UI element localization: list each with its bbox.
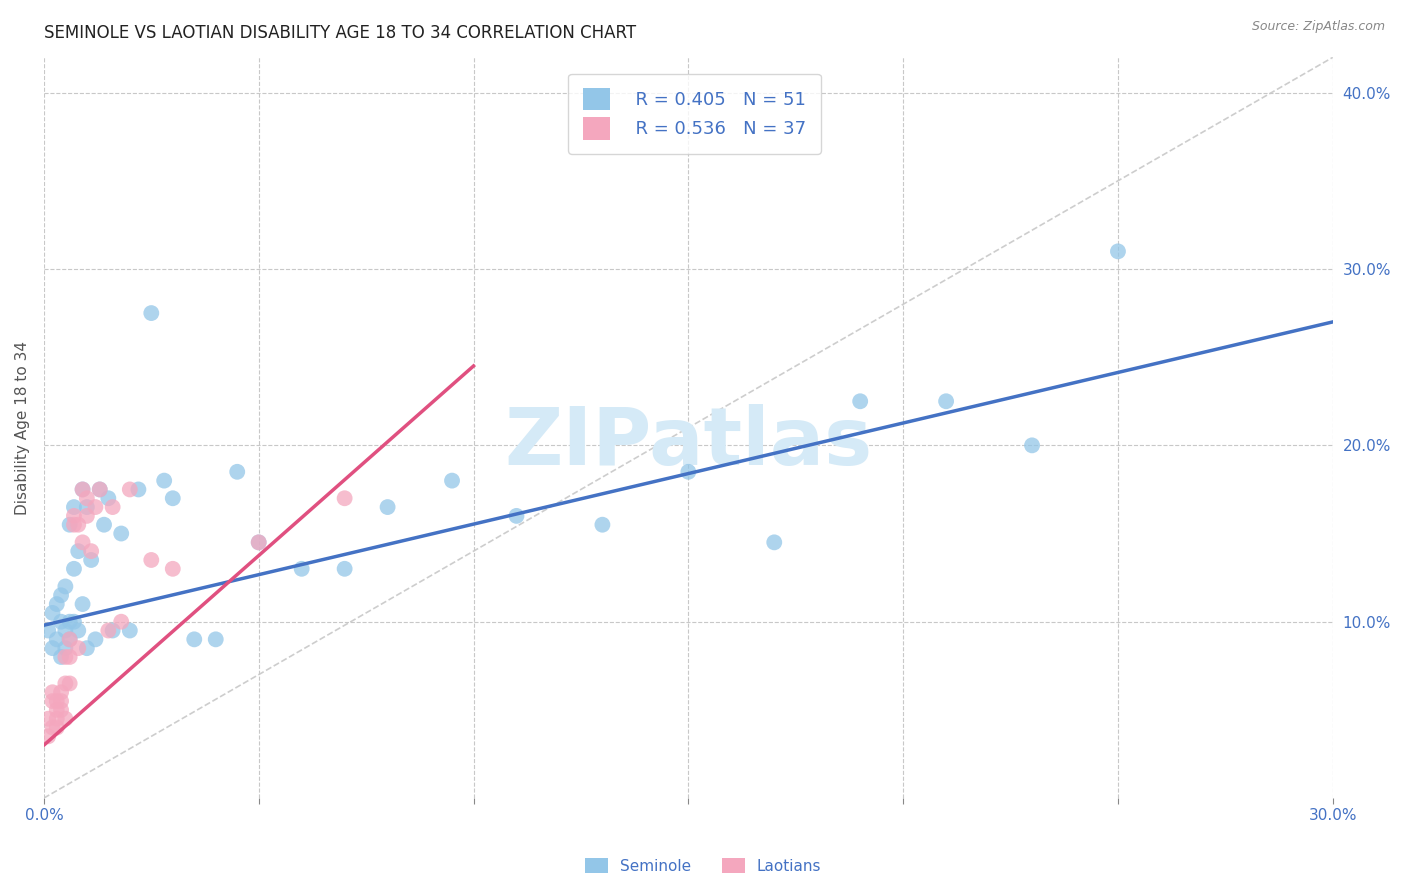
Point xyxy=(1021,438,1043,452)
Point xyxy=(53,579,76,593)
Point xyxy=(53,650,76,665)
Point xyxy=(72,597,94,611)
Point xyxy=(41,694,63,708)
Point xyxy=(80,553,103,567)
Point xyxy=(37,624,59,638)
Point xyxy=(153,474,176,488)
Point xyxy=(76,641,98,656)
Point xyxy=(377,500,399,514)
Point xyxy=(41,685,63,699)
Point xyxy=(63,508,86,523)
Point xyxy=(67,624,90,638)
Point xyxy=(1107,244,1129,259)
Point xyxy=(72,535,94,549)
Point xyxy=(101,500,124,514)
Point xyxy=(849,394,872,409)
Point xyxy=(49,615,72,629)
Point xyxy=(37,729,59,743)
Point xyxy=(41,606,63,620)
Point xyxy=(333,562,356,576)
Point xyxy=(59,632,82,647)
Point xyxy=(37,712,59,726)
Point xyxy=(45,703,67,717)
Point xyxy=(45,712,67,726)
Point xyxy=(59,517,82,532)
Point xyxy=(72,483,94,497)
Point xyxy=(141,553,163,567)
Point xyxy=(763,535,786,549)
Point xyxy=(45,694,67,708)
Point xyxy=(505,508,527,523)
Point xyxy=(59,615,82,629)
Point xyxy=(935,394,957,409)
Point xyxy=(49,588,72,602)
Legend: Seminole, Laotians: Seminole, Laotians xyxy=(579,852,827,880)
Point xyxy=(72,483,94,497)
Point xyxy=(333,491,356,506)
Point xyxy=(41,641,63,656)
Point xyxy=(49,650,72,665)
Point xyxy=(49,703,72,717)
Point xyxy=(678,465,700,479)
Point xyxy=(76,491,98,506)
Point xyxy=(45,597,67,611)
Point xyxy=(45,721,67,735)
Point xyxy=(291,562,314,576)
Point xyxy=(67,544,90,558)
Point xyxy=(45,632,67,647)
Point xyxy=(84,500,107,514)
Point xyxy=(80,544,103,558)
Point xyxy=(118,483,141,497)
Text: SEMINOLE VS LAOTIAN DISABILITY AGE 18 TO 34 CORRELATION CHART: SEMINOLE VS LAOTIAN DISABILITY AGE 18 TO… xyxy=(44,24,636,42)
Point xyxy=(59,676,82,690)
Point xyxy=(67,641,90,656)
Point xyxy=(183,632,205,647)
Point xyxy=(53,624,76,638)
Point xyxy=(49,685,72,699)
Point xyxy=(247,535,270,549)
Point xyxy=(53,641,76,656)
Point xyxy=(63,562,86,576)
Point xyxy=(53,712,76,726)
Point xyxy=(110,615,132,629)
Point xyxy=(59,632,82,647)
Point xyxy=(93,517,115,532)
Point xyxy=(59,650,82,665)
Point xyxy=(118,624,141,638)
Point xyxy=(226,465,249,479)
Point xyxy=(49,694,72,708)
Point xyxy=(67,517,90,532)
Legend:   R = 0.405   N = 51,   R = 0.536   N = 37: R = 0.405 N = 51, R = 0.536 N = 37 xyxy=(568,74,821,154)
Point xyxy=(63,517,86,532)
Point xyxy=(162,562,184,576)
Point xyxy=(89,483,111,497)
Point xyxy=(63,500,86,514)
Point xyxy=(53,676,76,690)
Point xyxy=(89,483,111,497)
Point xyxy=(591,517,613,532)
Point xyxy=(76,500,98,514)
Text: Source: ZipAtlas.com: Source: ZipAtlas.com xyxy=(1251,20,1385,33)
Point xyxy=(162,491,184,506)
Point xyxy=(110,526,132,541)
Point xyxy=(41,721,63,735)
Point xyxy=(63,615,86,629)
Point xyxy=(76,508,98,523)
Point xyxy=(97,491,120,506)
Point xyxy=(204,632,226,647)
Point xyxy=(247,535,270,549)
Y-axis label: Disability Age 18 to 34: Disability Age 18 to 34 xyxy=(15,341,30,515)
Point xyxy=(97,624,120,638)
Point xyxy=(141,306,163,320)
Point xyxy=(127,483,149,497)
Point xyxy=(441,474,464,488)
Point xyxy=(84,632,107,647)
Point xyxy=(101,624,124,638)
Text: ZIPatlas: ZIPatlas xyxy=(505,403,873,482)
